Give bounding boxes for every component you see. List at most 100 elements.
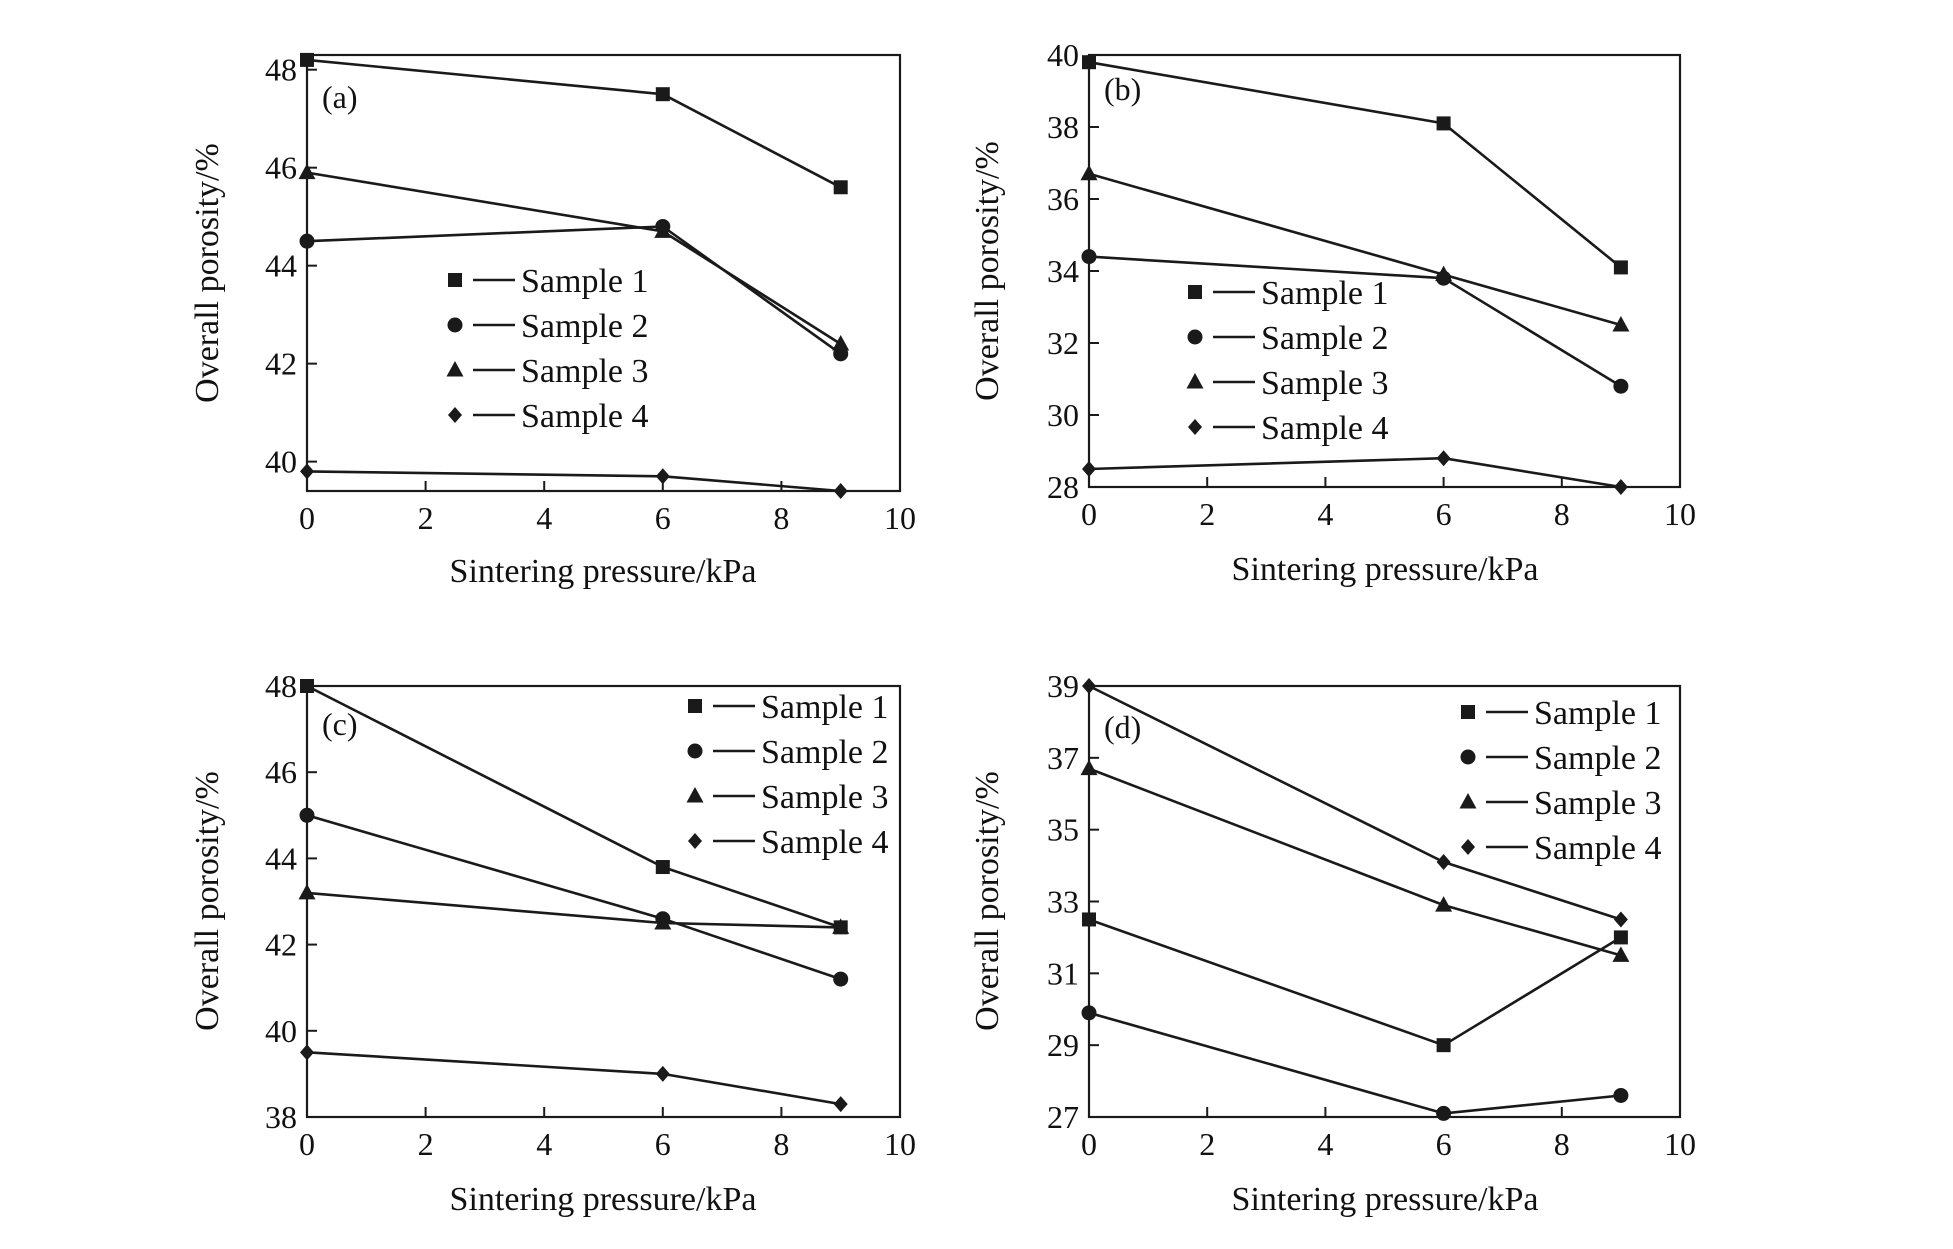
y-tick-label: 34 <box>1047 253 1079 289</box>
legend-label: Sample 3 <box>1534 785 1661 822</box>
data-point-sample-4 <box>655 1065 670 1082</box>
data-point-sample-3 <box>832 335 850 351</box>
x-tick-label: 2 <box>418 1126 434 1162</box>
data-point-sample-2 <box>1081 1005 1097 1021</box>
legend-marker <box>1460 749 1476 765</box>
x-tick-label: 0 <box>1081 1126 1097 1162</box>
data-point-sample-1 <box>833 180 848 195</box>
legend-marker <box>447 317 463 333</box>
y-tick-label: 38 <box>1047 109 1079 145</box>
data-point-sample-1 <box>1613 930 1628 945</box>
y-tick-label: 31 <box>1047 955 1079 991</box>
data-point-sample-2 <box>1436 1105 1452 1121</box>
data-point-sample-4 <box>300 1044 314 1061</box>
y-tick-label: 27 <box>1047 1099 1079 1135</box>
legend-label: Sample 1 <box>521 263 648 300</box>
x-tick-label: 8 <box>1554 496 1570 532</box>
panel-label: (d) <box>1104 709 1141 745</box>
data-point-sample-1 <box>300 679 314 693</box>
x-tick-label: 0 <box>1081 496 1097 532</box>
legend-marker <box>688 833 702 849</box>
data-point-sample-3 <box>1080 759 1098 776</box>
x-tick-label: 10 <box>1664 496 1696 532</box>
legend-marker <box>448 273 462 287</box>
data-point-sample-3 <box>1435 896 1453 912</box>
legend-label: Sample 4 <box>521 398 648 435</box>
legend: Sample 1 Sample 2 Sample 3 Sample 4 <box>1186 275 1388 447</box>
legend-marker <box>1188 419 1202 435</box>
data-point-sample-3 <box>1612 316 1630 332</box>
y-tick-label: 46 <box>265 150 297 186</box>
data-point-sample-2 <box>833 971 849 987</box>
data-point-sample-3 <box>1612 946 1630 962</box>
panel-label: (c) <box>322 706 358 742</box>
y-tick-label: 30 <box>1047 397 1079 433</box>
x-tick-label: 4 <box>536 500 552 536</box>
x-tick-label: 8 <box>773 500 789 536</box>
data-point-sample-4 <box>833 483 848 499</box>
y-tick-label: 32 <box>1047 325 1079 361</box>
data-point-sample-3 <box>298 883 316 900</box>
data-point-sample-2 <box>299 233 315 249</box>
legend: Sample 1 Sample 2 Sample 3 Sample 4 <box>446 263 648 435</box>
x-tick-label: 6 <box>1436 1126 1452 1162</box>
legend-marker <box>686 787 704 803</box>
legend-marker <box>1461 705 1475 719</box>
legend-marker <box>1188 285 1202 299</box>
x-tick-label: 10 <box>1664 1126 1696 1162</box>
legend-marker <box>1459 793 1477 809</box>
data-point-sample-1 <box>300 52 314 67</box>
data-point-sample-1 <box>1082 55 1096 70</box>
data-point-sample-4 <box>1082 461 1096 477</box>
data-point-sample-3 <box>1080 164 1098 181</box>
legend-marker <box>1187 329 1203 345</box>
y-tick-label: 28 <box>1047 469 1079 505</box>
y-tick-label: 39 <box>1047 668 1079 704</box>
legend-label: Sample 4 <box>1534 830 1661 867</box>
y-axis-title: Overall porosity/% <box>189 771 226 1031</box>
y-tick-label: 29 <box>1047 1027 1079 1063</box>
y-tick-label: 48 <box>265 668 297 704</box>
data-point-sample-2 <box>1613 378 1629 394</box>
legend-marker <box>687 743 703 759</box>
x-tick-label: 10 <box>884 500 916 536</box>
legend-marker <box>448 407 462 423</box>
data-point-sample-2 <box>1081 249 1097 265</box>
plot-frame <box>305 684 902 1119</box>
chart-panel-2: 0 2 4 6 8 10 28 30 32 34 36 38 40 Sintering pressure/… <box>969 37 1696 588</box>
x-tick-label: 6 <box>655 500 671 536</box>
legend-label: Sample 3 <box>1261 365 1388 402</box>
x-axis-title: Sintering pressure/kPa <box>450 553 757 590</box>
data-point-sample-2 <box>299 807 315 823</box>
y-tick-label: 40 <box>265 1013 297 1049</box>
data-point-sample-4 <box>1436 450 1451 467</box>
x-tick-label: 6 <box>1436 496 1452 532</box>
data-point-sample-1 <box>1613 260 1628 275</box>
y-tick-label: 37 <box>1047 740 1079 776</box>
data-point-sample-2 <box>1613 1087 1629 1103</box>
legend-marker <box>1186 373 1204 389</box>
data-point-sample-1 <box>655 87 670 102</box>
x-axis-title: Sintering pressure/kPa <box>1232 1181 1539 1218</box>
y-tick-label: 42 <box>265 927 297 963</box>
x-axis-title: Sintering pressure/kPa <box>450 1181 757 1218</box>
x-tick-label: 6 <box>655 1126 671 1162</box>
data-point-sample-1 <box>1436 1038 1451 1053</box>
x-tick-label: 4 <box>536 1126 552 1162</box>
legend-label: Sample 1 <box>761 689 888 726</box>
y-tick-label: 33 <box>1047 884 1079 920</box>
y-tick-label: 40 <box>265 444 297 480</box>
data-point-sample-1 <box>655 860 670 875</box>
legend-label: Sample 1 <box>1534 695 1661 732</box>
data-point-sample-1 <box>1436 116 1451 131</box>
data-point-sample-4 <box>1613 911 1628 928</box>
data-point-sample-3 <box>832 918 850 934</box>
legend-label: Sample 2 <box>1534 740 1661 777</box>
legend-marker <box>446 361 464 377</box>
y-tick-label: 36 <box>1047 181 1079 217</box>
data-point-sample-3 <box>654 222 672 238</box>
data-point-sample-4 <box>833 1096 848 1113</box>
